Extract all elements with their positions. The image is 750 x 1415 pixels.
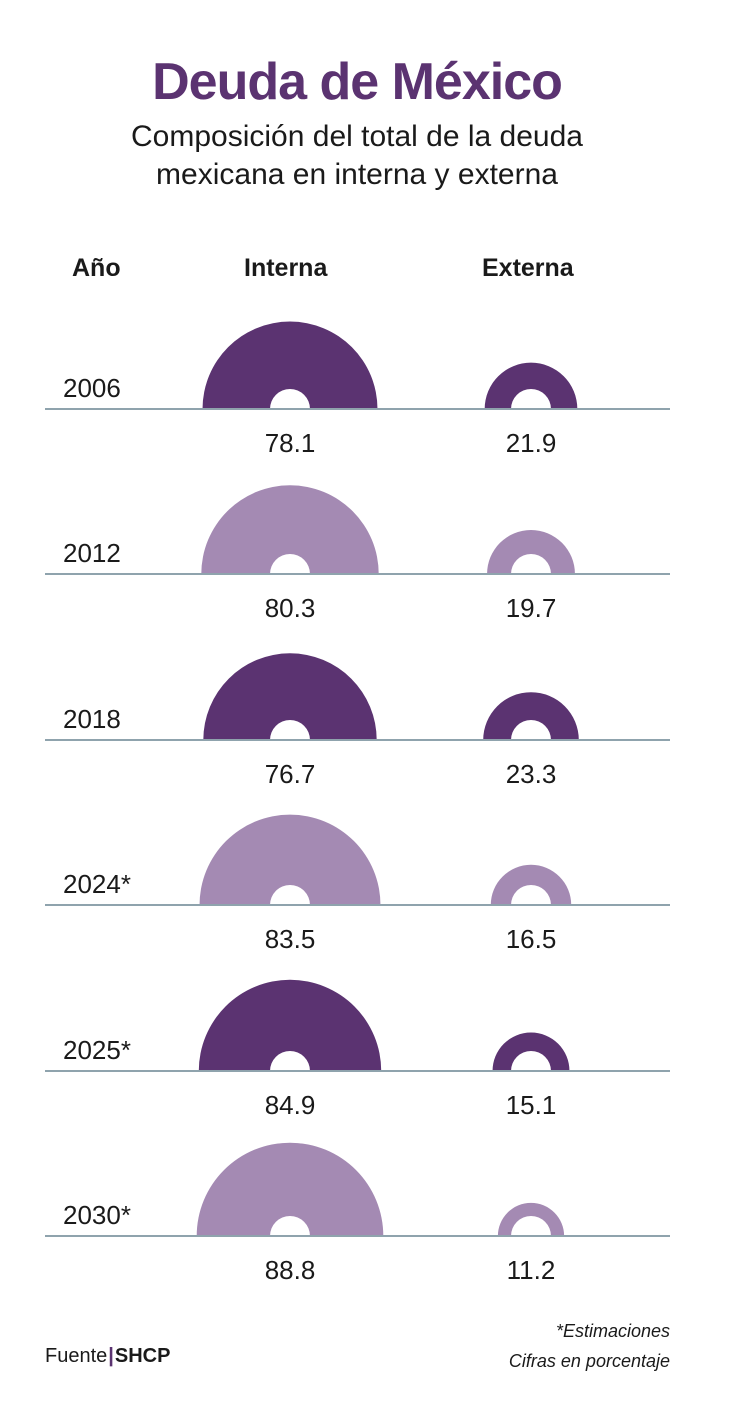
external-debt-semicircle (487, 530, 575, 574)
year-label: 2024* (63, 869, 131, 899)
internal-value-label: 80.3 (265, 593, 316, 623)
source-name: SHCP (114, 1345, 171, 1367)
note-units: Cifras en porcentaje (508, 1351, 670, 1371)
subtitle-line-1: Composición del total de la deuda (131, 120, 583, 153)
external-value-label: 19.7 (506, 593, 557, 623)
external-debt-semicircle (484, 362, 578, 409)
source-credit: Fuente|SHCP (45, 1345, 170, 1368)
internal-debt-semicircle (196, 1142, 384, 1236)
source-separator: | (108, 1345, 114, 1367)
chart-subtitle: Composición del total de la deuda mexica… (0, 118, 714, 194)
internal-debt-semicircle (202, 321, 378, 409)
note-estimates: *Estimaciones (555, 1321, 670, 1341)
internal-debt-semicircle (203, 653, 377, 740)
chart-title: Deuda de México (152, 53, 563, 111)
external-value-label: 16.5 (506, 924, 557, 954)
year-label: 2006 (63, 373, 121, 403)
column-header-year: Año (72, 254, 121, 282)
internal-debt-semicircle (201, 485, 379, 574)
external-debt-semicircle (483, 692, 579, 740)
column-header-external: Externa (482, 254, 574, 282)
external-value-label: 15.1 (506, 1090, 557, 1120)
year-label: 2018 (63, 704, 121, 734)
external-value-label: 11.2 (507, 1255, 556, 1285)
internal-debt-semicircle (199, 814, 381, 905)
internal-value-label: 84.9 (265, 1090, 316, 1120)
year-label: 2030* (63, 1200, 131, 1230)
column-header-internal: Interna (244, 254, 328, 282)
year-label: 2025* (63, 1035, 131, 1065)
internal-debt-semicircle (198, 979, 382, 1071)
subtitle-line-2: mexicana en interna y externa (156, 158, 558, 191)
internal-value-label: 83.5 (265, 924, 316, 954)
internal-value-label: 76.7 (265, 759, 316, 789)
source-label: Fuente (45, 1345, 108, 1367)
internal-value-label: 88.8 (265, 1255, 316, 1285)
year-label: 2012 (63, 538, 121, 568)
external-debt-semicircle (492, 1032, 570, 1071)
internal-value-label: 78.1 (265, 428, 316, 458)
external-value-label: 21.9 (506, 428, 557, 458)
external-value-label: 23.3 (506, 759, 557, 789)
chart-notes: *Estimaciones Cifras en porcentaje (509, 1316, 670, 1376)
external-debt-semicircle (497, 1202, 565, 1236)
external-debt-semicircle (490, 864, 572, 905)
